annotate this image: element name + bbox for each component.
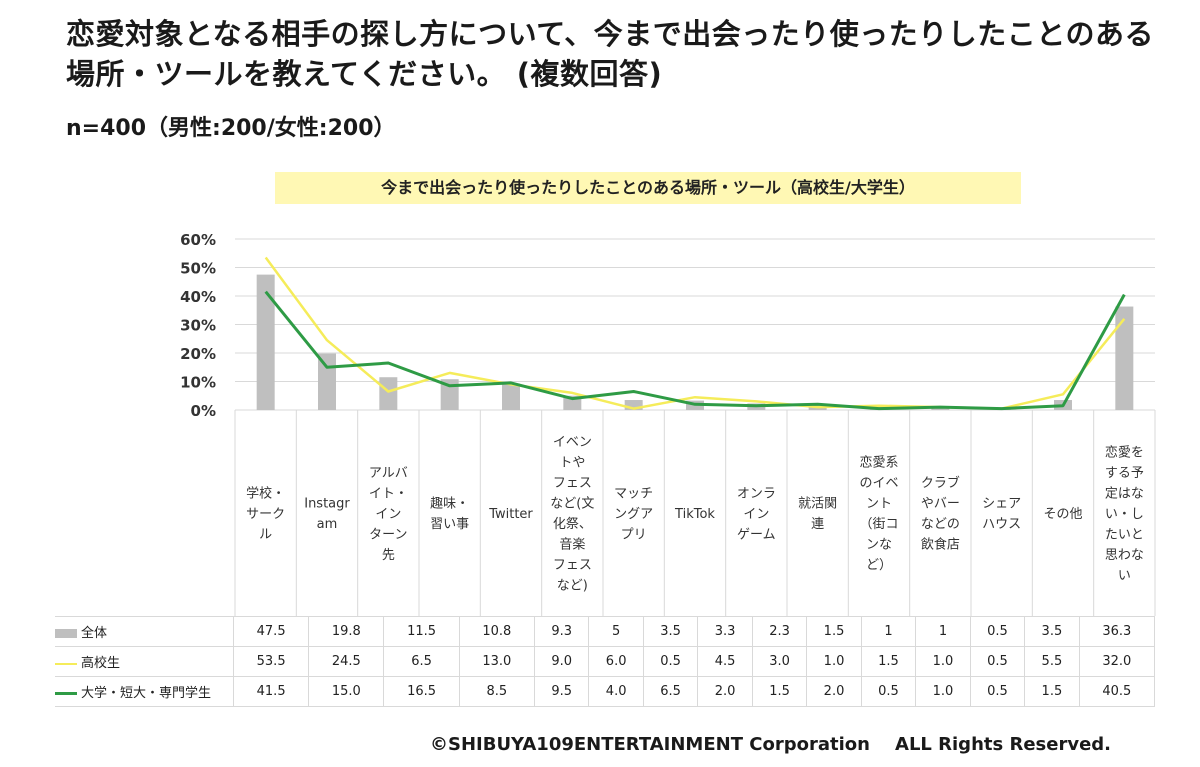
data-label: 5 <box>588 616 644 647</box>
category-label: 就活関連 <box>798 497 837 533</box>
category-label: 恋愛系のイベント（街コンなど） <box>859 455 898 574</box>
data-label: 3.5 <box>1024 616 1080 647</box>
data-label: 1.0 <box>915 676 971 707</box>
data-label: 24.5 <box>308 646 385 677</box>
chart-title: 今まで出会ったり使ったりしたことのある場所・ツール（高校生/大学生） <box>275 172 1021 204</box>
data-label: 10.8 <box>458 616 535 647</box>
data-label: 3.3 <box>697 616 753 647</box>
category-label: クラブやバーなどの飲食店 <box>921 475 960 553</box>
legend-key <box>55 629 77 638</box>
bar <box>502 383 520 410</box>
data-table: 全体 47.5 19.8 11.5 10.8 9.3 5 3.5 3.3 2.3 1.5 1 1 0.5 3… <box>55 616 1156 707</box>
category-label: Instagr am <box>304 497 350 533</box>
data-label: 19.8 <box>308 616 385 647</box>
category-label: イベントやフェスなど(文化祭、音楽フェスなど) <box>550 435 594 594</box>
page-title: 恋愛対象となる相手の探し方について、今まで出会ったり使ったりしたことのある場所・… <box>66 17 1155 91</box>
data-label: 1.0 <box>806 646 862 677</box>
data-label: 9.3 <box>533 616 590 647</box>
legend-key <box>55 662 77 665</box>
sample-size: n=400（男性:200/女性:200） <box>66 116 396 141</box>
category-label: マッチングアプリ <box>614 486 653 542</box>
data-label: 15.0 <box>308 676 385 707</box>
legend-entry: 大学・短大・専門学生 <box>55 676 234 707</box>
data-label: 1 <box>915 616 971 647</box>
data-label: 1.5 <box>860 646 917 677</box>
table-row: 高校生 53.5 24.5 6.5 13.0 9.0 6.0 0.5 4.5 3.0 1.0 1.5 1… <box>55 646 1156 677</box>
data-label: 0.5 <box>969 676 1026 707</box>
data-label: 40.5 <box>1078 676 1156 707</box>
bar <box>379 377 398 410</box>
category-label: シェアハウス <box>982 497 1021 533</box>
bar <box>1115 306 1134 410</box>
category-label: TikTok <box>674 507 715 522</box>
data-label: 41.5 <box>232 676 310 707</box>
category-label: アルバイト・インターン先 <box>369 466 408 563</box>
y-tick-label: 0% <box>191 402 216 420</box>
category-label: オンラインゲーム <box>737 486 776 542</box>
data-label: 53.5 <box>232 646 310 677</box>
data-label: 1 <box>860 616 917 647</box>
category-label: Twitter <box>488 507 533 522</box>
data-label: 4.0 <box>588 676 644 707</box>
copyright: ©SHIBUYA109ENTERTAINMENT Corporation ALL… <box>430 734 1111 755</box>
data-label: 32.0 <box>1078 646 1156 677</box>
legend-label: 全体 <box>81 626 108 641</box>
bar <box>318 353 336 410</box>
data-label: 4.5 <box>697 646 753 677</box>
data-label: 0.5 <box>642 646 699 677</box>
data-label: 0.5 <box>969 616 1026 647</box>
data-label: 0.5 <box>969 646 1026 677</box>
rights-text: ALL Rights Reserved. <box>895 734 1111 755</box>
data-label: 3.5 <box>642 616 699 647</box>
data-label: 6.0 <box>588 646 644 677</box>
data-label: 11.5 <box>383 616 460 647</box>
legend-entry: 高校生 <box>55 646 234 677</box>
bar <box>256 274 275 410</box>
data-label: 9.5 <box>533 676 590 707</box>
y-tick-label: 20% <box>180 345 216 363</box>
data-label: 1.0 <box>915 646 971 677</box>
series-line <box>264 290 1126 411</box>
data-label: 0.5 <box>860 676 917 707</box>
data-label: 3.0 <box>751 646 808 677</box>
data-label: 2.3 <box>751 616 808 647</box>
data-label: 1.5 <box>806 616 862 647</box>
data-label: 6.5 <box>383 646 460 677</box>
copyright-text: ©SHIBUYA109ENTERTAINMENT Corporation <box>430 734 870 755</box>
category-label: 恋愛をする予定はない・したいと思わない <box>1105 444 1144 583</box>
data-label: 5.5 <box>1024 646 1080 677</box>
legend-label: 高校生 <box>81 656 121 671</box>
y-tick-label: 30% <box>180 317 216 335</box>
table-row: 大学・短大・専門学生 41.5 15.0 16.5 8.5 9.5 4.0 6.5 2.0 1.5… <box>55 676 1156 707</box>
data-label: 9.0 <box>533 646 590 677</box>
data-label: 8.5 <box>458 676 535 707</box>
y-tick-label: 50% <box>180 260 216 278</box>
category-label: 学校・サークル <box>246 485 285 542</box>
data-label: 47.5 <box>232 616 310 647</box>
data-label: 16.5 <box>383 676 460 707</box>
y-tick-label: 40% <box>180 288 216 306</box>
legend-entry: 全体 <box>55 616 234 647</box>
legend-key <box>55 692 77 695</box>
data-label: 13.0 <box>458 646 535 677</box>
data-label: 2.0 <box>806 676 862 707</box>
category-label: 趣味・習い事 <box>430 497 469 533</box>
data-label: 6.5 <box>642 676 699 707</box>
y-tick-label: 10% <box>180 374 216 392</box>
table-row: 全体 47.5 19.8 11.5 10.8 9.3 5 3.5 3.3 2.3 1.5 1 1 0.5 3… <box>55 616 1156 647</box>
category-label: その他 <box>1043 507 1082 522</box>
data-label: 36.3 <box>1078 616 1156 647</box>
data-label: 1.5 <box>751 676 808 707</box>
data-label: 1.5 <box>1024 676 1080 707</box>
data-label: 2.0 <box>697 676 753 707</box>
combo-chart: 0% 10% 20% 30% 40% 50% 60% 学校・サークル Instagr am アルバイ… <box>180 231 1156 616</box>
y-tick-label: 60% <box>180 231 216 249</box>
legend-label: 大学・短大・専門学生 <box>81 686 212 701</box>
bar <box>624 400 643 410</box>
